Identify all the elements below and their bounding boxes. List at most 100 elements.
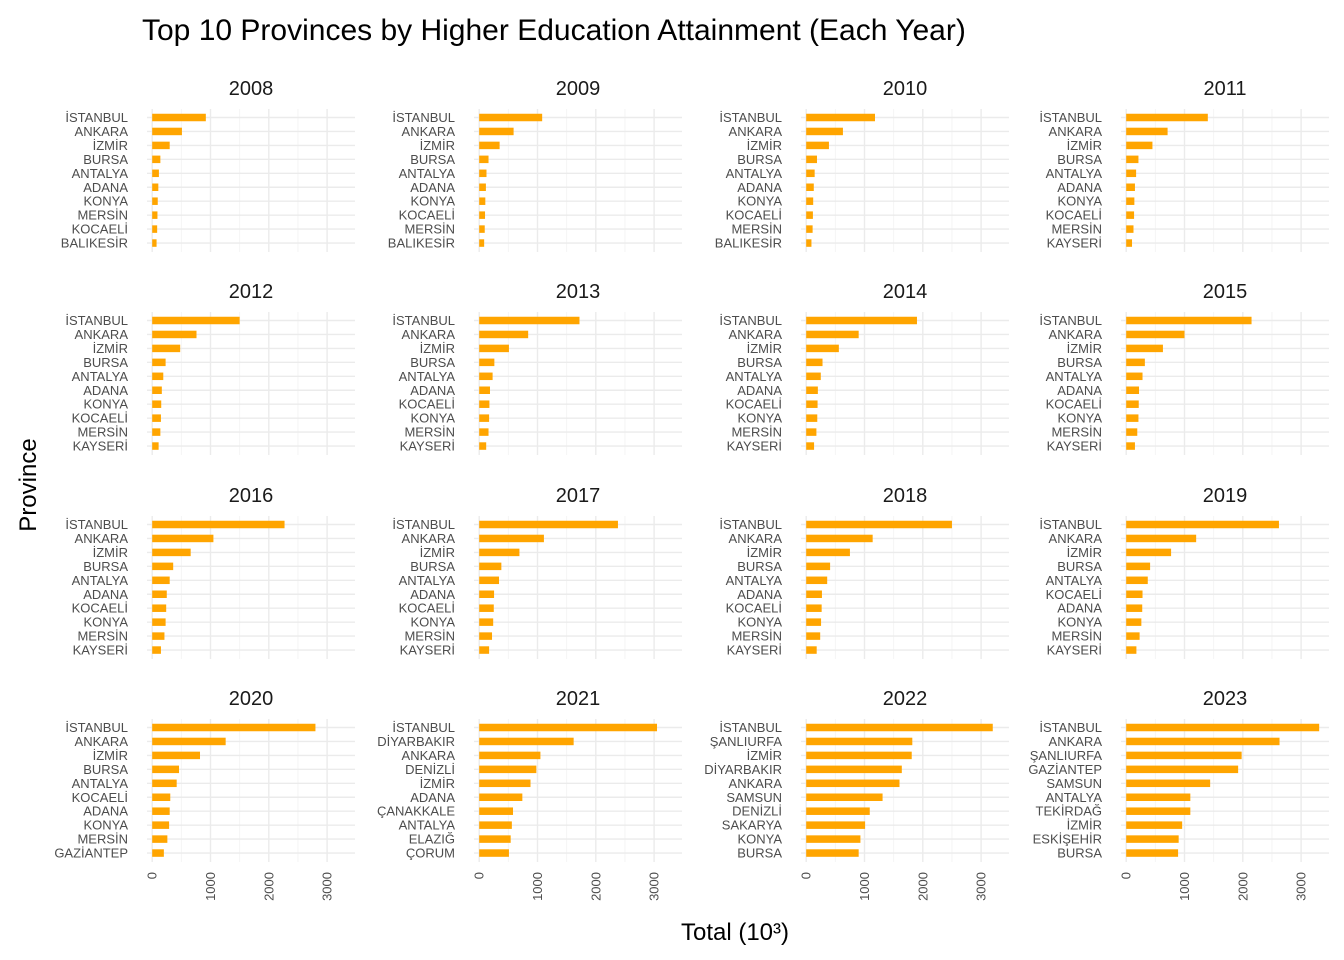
bar	[1126, 562, 1151, 571]
y-tick-label: ADANA	[83, 587, 128, 602]
bar	[152, 604, 167, 612]
bar	[152, 316, 240, 325]
x-tick-label: 0	[1119, 872, 1134, 879]
y-tick-label: MERSİN	[731, 222, 782, 237]
bar	[479, 632, 493, 640]
y-tick-label: KONYA	[737, 615, 782, 630]
y-tick-label: ANKARA	[75, 531, 129, 546]
y-tick-label: ELAZIĞ	[409, 832, 455, 847]
y-tick-label: KONYA	[737, 832, 782, 847]
x-tick-label: 0	[145, 872, 160, 879]
panel-title-2020: 2020	[229, 688, 274, 710]
bar	[806, 632, 821, 640]
bar	[806, 344, 839, 353]
bar	[806, 751, 912, 760]
bar	[152, 618, 166, 626]
x-tick-label: 0	[799, 872, 814, 879]
bar	[806, 197, 814, 205]
y-tick-label: BURSA	[83, 355, 128, 370]
y-tick-label: KOCAELİ	[72, 601, 128, 616]
facet-panel-2019: 2019 İSTANBULANKARAİZMİRBURSAANTALYAKOCAE…	[1039, 485, 1329, 659]
bar	[152, 386, 162, 394]
y-tick-label: İSTANBUL	[392, 720, 455, 735]
bar	[152, 414, 161, 422]
y-tick-label: TEKİRDAĞ	[1036, 804, 1102, 819]
y-tick-label: ADANA	[83, 180, 128, 195]
bar	[806, 604, 822, 612]
bar	[1126, 372, 1143, 381]
y-tick-label: KOCAELİ	[726, 397, 782, 412]
bar	[1126, 155, 1139, 164]
y-tick-label: İSTANBUL	[65, 313, 128, 328]
y-tick-label: İSTANBUL	[719, 720, 782, 735]
y-tick-label: KOCAELİ	[399, 601, 455, 616]
y-tick-label: BURSA	[83, 762, 128, 777]
y-tick-label: SAMSUN	[726, 790, 782, 805]
y-tick-label: BURSA	[83, 559, 128, 574]
y-tick-label: KAYSERİ	[73, 643, 128, 658]
y-tick-label: MERSİN	[77, 208, 128, 223]
y-tick-label: ANKARA	[75, 124, 129, 139]
panel-title-2022: 2022	[883, 688, 928, 710]
y-tick-label: ANTALYA	[726, 369, 783, 384]
y-tick-label: MERSİN	[77, 629, 128, 644]
panel-title-2018: 2018	[883, 485, 928, 507]
facet-panel-2009: 2009 İSTANBULANKARAİZMİRBURSAANTALYAADANA…	[388, 78, 682, 252]
bar	[806, 618, 822, 626]
y-tick-label: BURSA	[1057, 355, 1102, 370]
bar	[479, 765, 537, 774]
bar	[479, 835, 511, 843]
bar	[806, 835, 861, 843]
y-tick-label: İZMİR	[420, 138, 455, 153]
facet-panel-2018: 2018 İSTANBULANKARAİZMİRBURSAANTALYAADANA…	[719, 485, 1009, 659]
bar	[1126, 632, 1140, 640]
x-tick-label: 3000	[320, 872, 335, 901]
bar	[1126, 344, 1163, 353]
y-tick-label: ANTALYA	[399, 166, 456, 181]
y-tick-label: ANTALYA	[399, 369, 456, 384]
bar	[806, 113, 875, 122]
bar	[479, 400, 490, 408]
bar	[479, 751, 541, 760]
y-tick-label: ADANA	[83, 804, 128, 819]
bar	[152, 562, 174, 571]
y-tick-label: GAZİANTEP	[54, 846, 128, 861]
y-tick-label: KOCAELİ	[726, 208, 782, 223]
y-tick-label: İSTANBUL	[719, 517, 782, 532]
bar	[152, 127, 182, 136]
facet-panel-2022: 2022 İSTANBULŞANLIURFAİZMİRDİYARBAKIRANKA…	[704, 688, 1009, 901]
y-tick-label: SAKARYA	[722, 818, 783, 833]
panel-title-2016: 2016	[229, 485, 274, 507]
bar	[806, 562, 831, 571]
y-tick-label: İSTANBUL	[1039, 313, 1102, 328]
bar	[152, 344, 181, 353]
bar	[479, 534, 544, 543]
y-tick-label: BURSA	[1057, 846, 1102, 861]
y-tick-label: ANKARA	[402, 124, 456, 139]
y-tick-label: ANTALYA	[1046, 369, 1103, 384]
bar	[152, 239, 157, 247]
y-tick-label: BALIKESİR	[61, 236, 128, 251]
bar	[1126, 197, 1135, 205]
y-tick-label: ANKARA	[402, 748, 456, 763]
bar	[806, 520, 952, 529]
y-tick-label: İSTANBUL	[65, 720, 128, 735]
facet-panel-2015: 2015 İSTANBULANKARAİZMİRBURSAANTALYAADANA…	[1039, 281, 1329, 455]
bar	[479, 793, 523, 801]
bar	[152, 807, 170, 815]
facet-panel-2016: 2016 İSTANBULANKARAİZMİRBURSAANTALYAADANA…	[65, 485, 355, 659]
y-tick-label: KOCAELİ	[399, 397, 455, 412]
bar	[152, 793, 171, 801]
y-tick-label: İZMİR	[1067, 341, 1102, 356]
y-tick-label: BURSA	[737, 559, 782, 574]
facet-panel-2023: 2023 İSTANBULANKARAŞANLIURFAGAZİANTEPSAMS…	[1028, 688, 1329, 901]
bar	[806, 127, 843, 136]
y-tick-label: BURSA	[737, 846, 782, 861]
y-tick-label: İSTANBUL	[392, 313, 455, 328]
bar	[1126, 849, 1179, 857]
facet-panel-2008: 2008 İSTANBULANKARAİZMİRBURSAANTALYAADANA…	[61, 78, 355, 252]
facet-panel-2017: 2017 İSTANBULANKARAİZMİRBURSAANTALYAADANA…	[392, 485, 682, 659]
y-tick-label: İZMİR	[93, 748, 128, 763]
bar	[806, 442, 815, 450]
bar	[479, 576, 500, 585]
